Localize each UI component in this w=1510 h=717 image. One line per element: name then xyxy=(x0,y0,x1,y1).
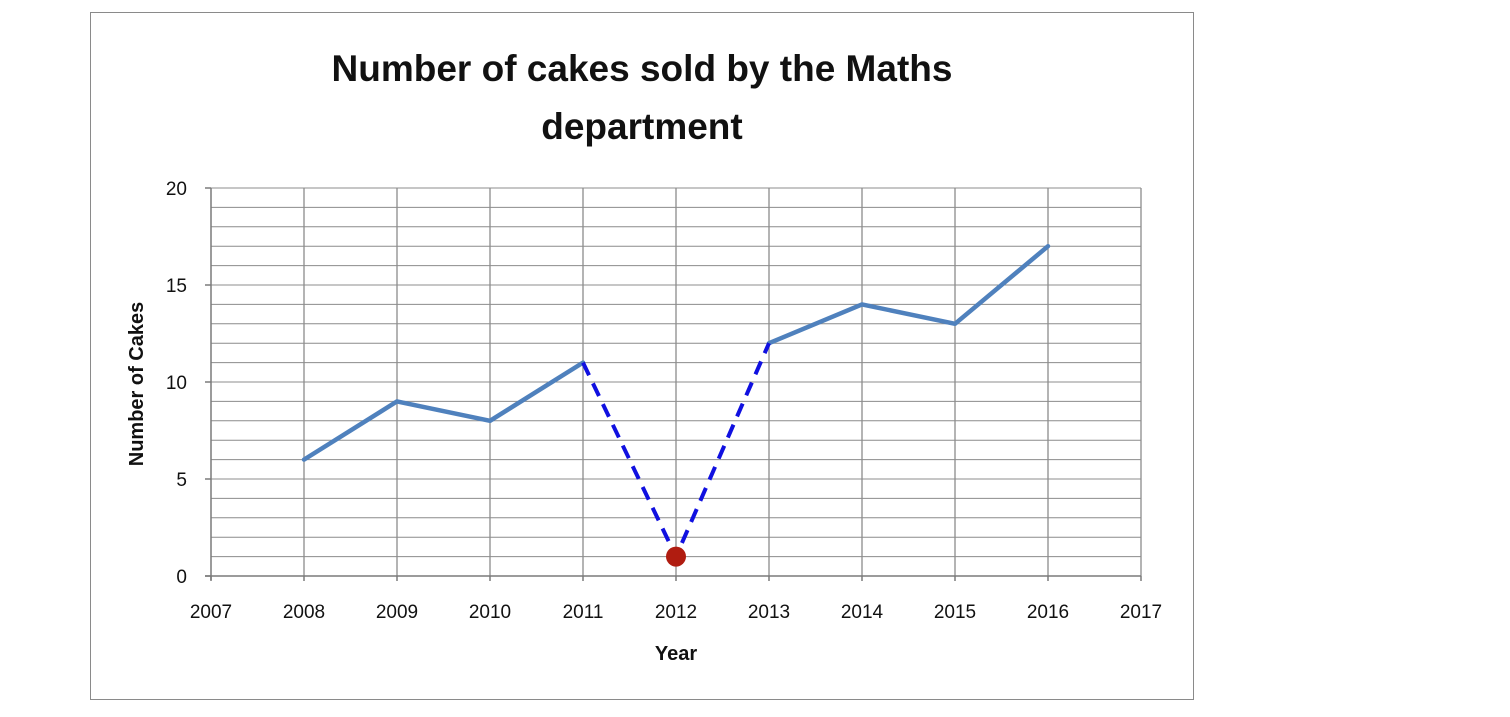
x-tick-label: 2012 xyxy=(655,602,697,623)
x-tick-label: 2007 xyxy=(190,602,232,623)
label-layer: 0 5 10 15 20 2007 2008 2009 2010 2011 2012 2013 2014… xyxy=(166,179,1162,623)
x-axis-title: Year xyxy=(655,643,697,665)
chart-title-line-2: department xyxy=(541,106,743,147)
grid-layer xyxy=(211,187,1142,576)
series-line xyxy=(766,243,1051,346)
y-tick-label: 5 xyxy=(176,470,187,491)
x-tick-label: 2008 xyxy=(283,602,325,623)
series-line xyxy=(301,360,586,462)
x-tick-label: 2009 xyxy=(376,602,418,623)
chart-frame xyxy=(90,12,1194,700)
chart-title: Number of cakes sold by the Maths depart… xyxy=(90,40,1194,156)
highlight-point xyxy=(666,546,686,567)
axis-layer xyxy=(205,187,1142,581)
y-tick-label: 15 xyxy=(166,276,187,297)
x-tick-label: 2015 xyxy=(934,602,976,623)
series-layer xyxy=(301,243,1051,567)
y-tick-label: 0 xyxy=(176,567,187,588)
y-tick-label: 10 xyxy=(166,373,187,394)
x-tick-label: 2010 xyxy=(469,602,511,623)
x-tick-label: 2011 xyxy=(563,602,604,623)
chart-title-line-1: Number of cakes sold by the Maths xyxy=(331,48,953,89)
x-tick-label: 2014 xyxy=(841,602,884,623)
x-tick-label: 2013 xyxy=(748,602,790,623)
y-tick-label: 20 xyxy=(166,179,187,200)
x-tick-label: 2017 xyxy=(1120,602,1162,623)
x-tick-label: 2016 xyxy=(1027,602,1069,623)
y-axis-title: Number of Cakes xyxy=(126,302,148,467)
